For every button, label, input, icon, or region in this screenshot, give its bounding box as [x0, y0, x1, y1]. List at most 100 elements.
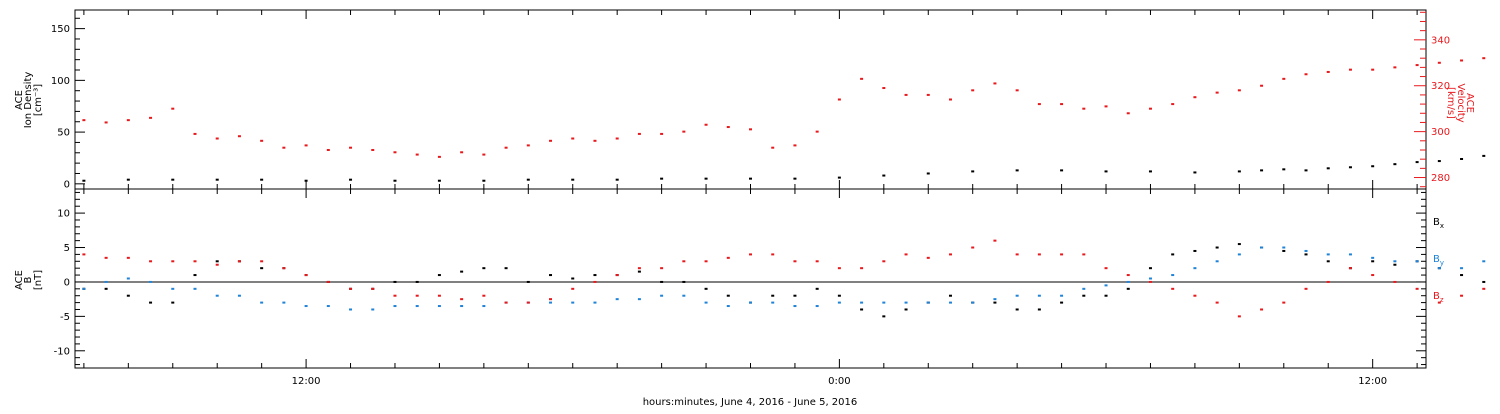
bottom-y-tick-label: -10 — [54, 346, 70, 357]
top-left-axis-label-line-3: [cm⁻³] — [33, 84, 44, 116]
top-left-axis-label: ACE Ion Density [cm⁻³] — [14, 72, 44, 129]
by-point — [549, 301, 553, 304]
bx-point — [126, 294, 130, 297]
bx-point — [593, 274, 597, 277]
bz-point — [1371, 274, 1375, 277]
velocity-point — [349, 146, 353, 149]
ion-density-point — [393, 179, 397, 182]
top-left-y-tick-label: 100 — [51, 76, 70, 87]
by-point — [104, 280, 108, 283]
bz-point — [326, 280, 330, 283]
velocity-point — [1282, 77, 1286, 80]
bz-point — [1482, 287, 1486, 290]
bottom-left-axis-label-line-2: B — [23, 276, 34, 283]
ion-density-point — [349, 178, 353, 181]
by-point — [282, 301, 286, 304]
bz-point — [1260, 308, 1264, 311]
by-point — [415, 305, 419, 308]
by-point — [1371, 256, 1375, 259]
bx-point — [793, 294, 797, 297]
bottom-y-tick-label: 0 — [64, 277, 70, 288]
velocity-point — [1104, 105, 1108, 108]
velocity-point — [1304, 73, 1308, 76]
bottom-left-axis-label-line-3: [nT] — [33, 270, 44, 290]
top-right-y-tick-label: 300 — [1431, 127, 1450, 138]
bx-point — [571, 277, 575, 280]
bx-point — [771, 294, 775, 297]
x-axis-label: hours:minutes, June 4, 2016 - June 5, 20… — [643, 397, 858, 408]
velocity-point — [837, 98, 841, 101]
velocity-point — [749, 128, 752, 131]
bx-point — [1148, 267, 1152, 270]
velocity-point — [948, 98, 952, 101]
by-point — [926, 301, 930, 304]
bx-point — [726, 294, 730, 297]
ion-density-point — [1237, 170, 1241, 173]
bz-point — [904, 253, 908, 256]
bz-point — [504, 301, 508, 304]
ion-density-point — [1015, 169, 1019, 172]
bx-point — [460, 270, 464, 273]
bz-point — [948, 253, 952, 256]
bz-point — [1437, 301, 1441, 304]
bx-point — [1126, 287, 1130, 290]
bz-point — [882, 260, 886, 263]
bx-point — [1282, 249, 1286, 252]
by-point — [1326, 253, 1330, 256]
by-point — [682, 294, 686, 297]
bz-point — [1193, 294, 1197, 297]
ion-density-point — [1104, 170, 1108, 173]
velocity-point — [371, 148, 375, 151]
velocity-point — [1260, 84, 1264, 87]
velocity-point — [282, 146, 286, 149]
by-point — [815, 305, 819, 308]
velocity-point — [1348, 68, 1352, 71]
by-point — [593, 301, 597, 304]
bz-point — [926, 256, 930, 259]
by-point — [1260, 246, 1264, 249]
by-point — [482, 305, 486, 308]
bx-point — [526, 280, 530, 283]
velocity-point — [126, 119, 130, 122]
bx-point — [215, 260, 219, 263]
velocity-point — [1393, 66, 1397, 69]
by-point — [1460, 267, 1464, 270]
velocity-point — [1060, 103, 1064, 106]
bx-point — [393, 280, 397, 283]
bz-point — [771, 253, 775, 256]
bz-point — [193, 260, 197, 263]
ion-density-point — [1260, 169, 1264, 172]
velocity-point — [1437, 61, 1441, 64]
data-points — [82, 57, 1486, 318]
by-point — [1126, 280, 1130, 283]
ion-density-point — [660, 177, 664, 180]
by-point — [660, 294, 664, 297]
velocity-point — [171, 107, 175, 110]
bz-point — [993, 239, 997, 242]
by-point — [993, 298, 997, 301]
bz-point — [371, 287, 375, 290]
ion-density-point — [971, 170, 975, 173]
bx-point — [860, 308, 864, 311]
bz-point — [1415, 287, 1419, 290]
bz-point — [1104, 267, 1108, 270]
velocity-point — [571, 137, 575, 140]
bz-point — [660, 267, 664, 270]
bz-point — [304, 274, 308, 277]
bz-point — [749, 253, 752, 256]
bz-point — [237, 260, 241, 263]
bz-point — [860, 267, 864, 270]
ion-density-point — [1415, 161, 1419, 164]
by-point — [82, 287, 86, 290]
ion-density-point — [1348, 166, 1352, 169]
top-right-y-tick-label: 340 — [1431, 35, 1450, 46]
by-point — [1037, 294, 1041, 297]
bz-point — [393, 294, 397, 297]
by-point — [1015, 294, 1019, 297]
x-tick-label: 0:00 — [828, 376, 850, 387]
bx-point — [637, 270, 641, 273]
x-tick-label: 12:00 — [1358, 376, 1387, 387]
by-point — [1437, 267, 1441, 270]
bz-point — [1215, 301, 1219, 304]
legend: Bx By Bz — [1433, 217, 1444, 304]
